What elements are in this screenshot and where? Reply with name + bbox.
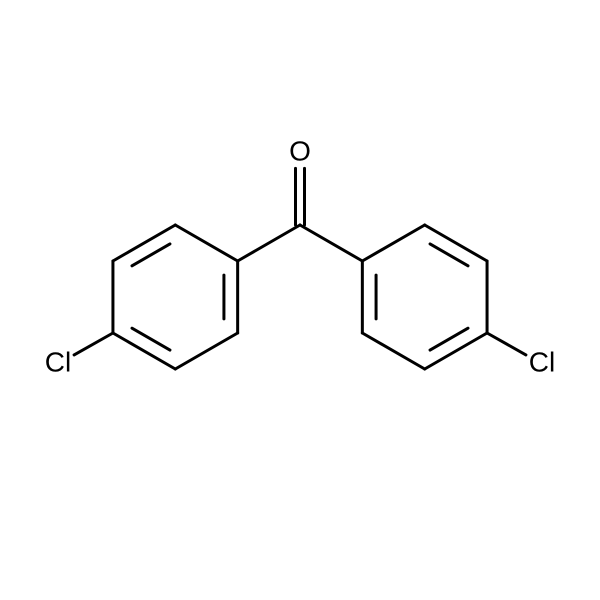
- bond-L5-L6: [113, 225, 175, 261]
- bond-R5-R6: [425, 225, 487, 261]
- atom-label-Cl_R: Cl: [529, 346, 555, 377]
- bond-L3-L4: [113, 333, 175, 369]
- atom-label-O: O: [289, 135, 311, 166]
- bond-L2-L3: [175, 333, 237, 369]
- atom-label-Cl_L: Cl: [45, 346, 71, 377]
- bond-R2-R3: [362, 333, 424, 369]
- bond-C_top-R1: [300, 225, 362, 261]
- bond-L4-Cl_L: [74, 333, 113, 355]
- molecule-canvas: O Cl Cl: [0, 0, 600, 600]
- bond-R3-R4: [425, 333, 487, 369]
- bond-C_top-L1: [238, 225, 300, 261]
- bond-R4-Cl_R: [487, 333, 526, 355]
- bond-R6-R1: [362, 225, 424, 261]
- bond-L6-L1: [175, 225, 237, 261]
